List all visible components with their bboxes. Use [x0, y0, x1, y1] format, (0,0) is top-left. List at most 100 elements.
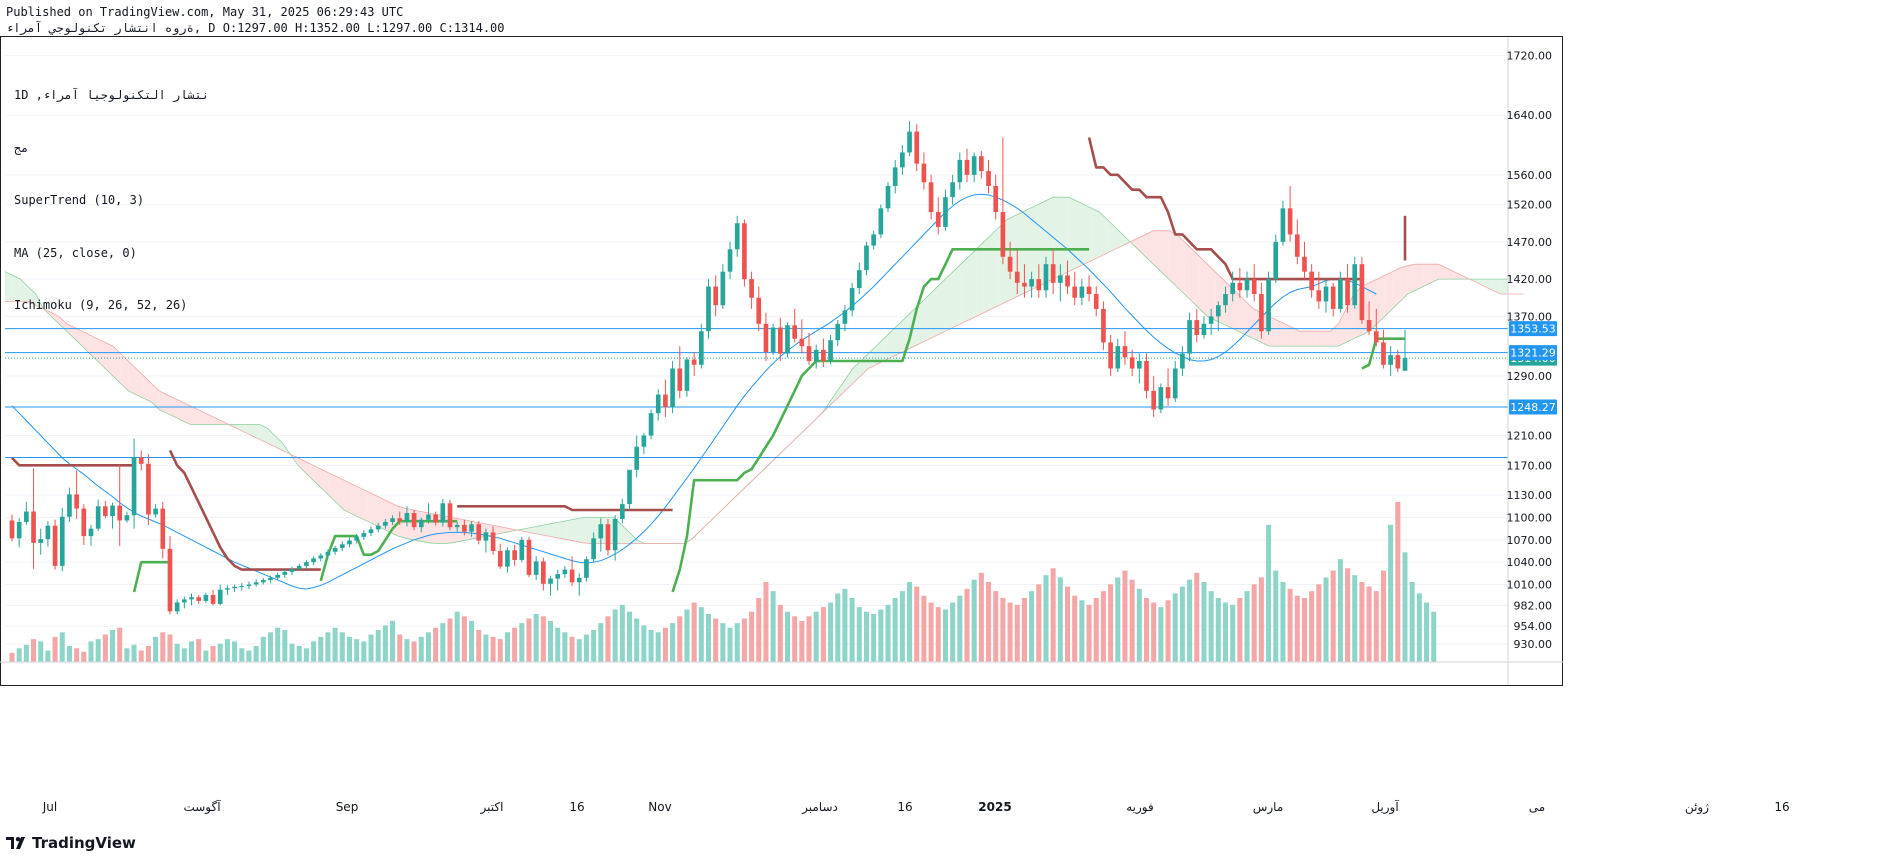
time-axis-label: اكتبر	[480, 800, 504, 815]
volume-bar	[260, 636, 266, 662]
price-tick-label: 1010.00	[1507, 579, 1553, 592]
candle-body	[1402, 358, 1408, 371]
volume-bar	[627, 611, 633, 662]
legend-ma[interactable]: MA (25, close, 0)	[14, 245, 137, 260]
candle-body	[555, 574, 561, 579]
volume-bar	[820, 607, 826, 662]
volume-bar	[325, 632, 331, 662]
cloud-segment	[929, 286, 938, 339]
supertrend-line	[11, 137, 1407, 593]
cloud-segment	[1315, 331, 1324, 347]
candle-body	[38, 539, 44, 543]
candle-body	[1244, 279, 1250, 291]
price-level-badge	[1509, 345, 1557, 361]
candle-body	[9, 520, 15, 539]
cloud-segment	[953, 264, 961, 328]
candle-body	[397, 518, 403, 522]
cloud-segment	[66, 323, 75, 339]
symbol-ohlc-line: ةروه انتشار تكنولوجي آمراء, D O:1297.00 …	[6, 21, 505, 35]
volume-bar	[66, 646, 72, 662]
candle-body	[1388, 355, 1393, 365]
volume-bar	[497, 639, 503, 662]
volume-bar	[433, 627, 439, 662]
candle-body	[16, 521, 22, 539]
volume-bar	[1416, 593, 1422, 662]
candle-body	[318, 555, 324, 559]
volume-bar	[1043, 575, 1049, 662]
chart-legend: 1D ,نتشار التكنولوجيا آمراء مج SuperTren…	[14, 52, 209, 332]
volume-bar	[634, 618, 640, 662]
time-axis-label: 16	[1774, 800, 1789, 814]
volume-bar	[102, 634, 108, 662]
cloud-segment	[1022, 208, 1031, 295]
candle-body	[749, 279, 754, 298]
candle-body	[950, 182, 955, 198]
volume-bar	[591, 630, 597, 662]
candle-body	[45, 525, 51, 540]
candle-body	[67, 494, 72, 517]
price-tick-label: 1640.00	[1507, 109, 1553, 122]
candle-body	[253, 582, 259, 585]
volume-bar	[117, 627, 123, 662]
volume-bar	[1194, 572, 1200, 662]
volume-bar	[1294, 595, 1300, 662]
candle-body	[210, 594, 216, 604]
cloud-segment	[1076, 200, 1085, 268]
candle-body	[777, 327, 783, 354]
cloud-segment	[1176, 234, 1185, 295]
volume-bar	[1187, 579, 1193, 662]
cloud-segment	[1407, 264, 1416, 295]
candle-body	[993, 185, 999, 213]
candle-body	[505, 550, 510, 567]
cloud-segment	[1369, 279, 1377, 332]
time-axis-label: 16	[569, 800, 584, 814]
candle-body	[584, 559, 589, 578]
candle-body	[1050, 264, 1056, 283]
candle-body	[196, 597, 202, 601]
cloud-segment	[1299, 331, 1308, 347]
candle-body	[1036, 279, 1042, 291]
volume-bar	[1359, 582, 1365, 662]
volume-bar	[1287, 588, 1293, 662]
cloud-segment	[12, 275, 21, 302]
volume-bar	[418, 636, 424, 662]
candle-body	[246, 584, 252, 587]
candle-body	[88, 528, 94, 537]
candle-body	[469, 524, 474, 532]
cloud-segment	[1415, 264, 1424, 291]
candle-body	[986, 171, 991, 186]
volume-bar	[1021, 598, 1027, 662]
volume-bar	[971, 579, 977, 662]
volume-bar	[1065, 586, 1071, 662]
cloud-segment	[305, 461, 314, 481]
candle-body	[117, 505, 123, 521]
time-axis-label: Sep	[336, 800, 359, 814]
candle-body	[296, 565, 302, 569]
candle-body	[1259, 294, 1264, 332]
time-axis-label: فوريه	[1126, 800, 1154, 815]
candle-body	[605, 524, 611, 551]
candle-body	[74, 494, 79, 509]
cloud-segment	[89, 334, 98, 362]
cloud-segment	[1068, 197, 1077, 272]
volume-bar	[153, 636, 159, 662]
cloud-segment	[1161, 230, 1169, 280]
legend-ichimoku[interactable]: Ichimoku (9, 26, 52, 26)	[14, 298, 188, 312]
cloud-segment	[1138, 234, 1146, 257]
cloud-segment	[536, 524, 545, 536]
legend-supertrend[interactable]: SuperTrend (10, 3)	[14, 193, 145, 207]
price-tick-label: 1100.00	[1507, 511, 1553, 524]
volume-bar	[576, 639, 582, 662]
price-tick-label: 1170.00	[1507, 459, 1553, 472]
time-axis-label: مى	[1529, 800, 1545, 814]
volume-bar	[871, 614, 877, 662]
volume-bar	[1366, 586, 1372, 662]
tradingview-logo[interactable]: TradingView	[6, 834, 136, 852]
candle-body	[1323, 286, 1329, 302]
volume-bar	[583, 634, 589, 662]
cloud-segment	[1045, 197, 1054, 283]
volume-bar	[1093, 598, 1099, 662]
cloud-segment	[1053, 197, 1061, 280]
volume-bar	[1380, 570, 1386, 662]
